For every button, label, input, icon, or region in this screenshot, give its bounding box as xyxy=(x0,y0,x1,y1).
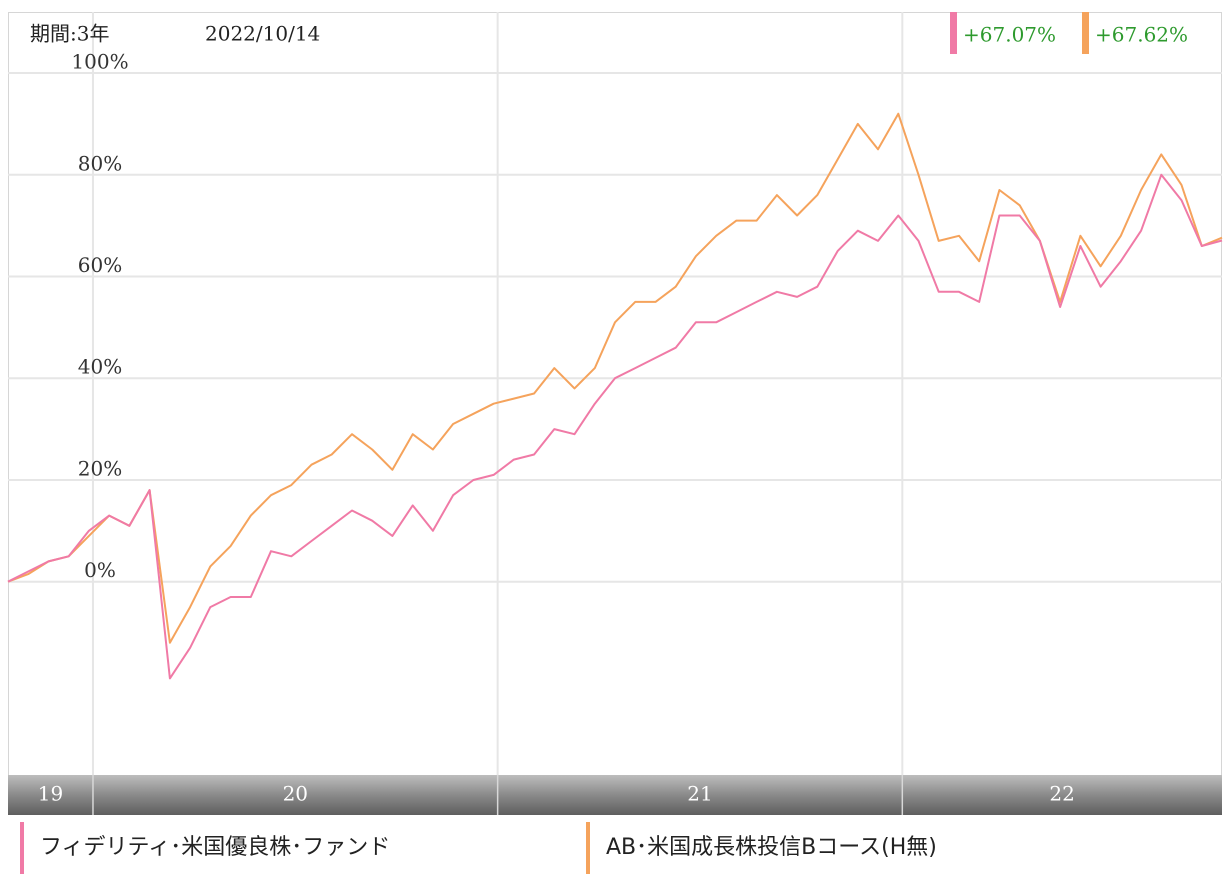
legend-swatch xyxy=(950,12,957,54)
legend-value: +67.07% xyxy=(963,23,1056,47)
x-tick-label: 22 xyxy=(1049,782,1074,806)
legend-swatch xyxy=(20,822,24,874)
series-line xyxy=(7,173,1223,680)
x-axis-band xyxy=(8,775,1222,815)
legend-label: フィデリティ･米国優良株･ファンド xyxy=(40,835,390,860)
y-tick-label: 40% xyxy=(78,355,122,379)
x-tick-label: 20 xyxy=(283,782,308,806)
x-tick-label: 21 xyxy=(687,782,712,806)
legend-value: +67.62% xyxy=(1095,23,1188,47)
legend-swatch xyxy=(586,822,590,874)
y-tick-label: 60% xyxy=(78,253,122,277)
y-tick-label: 100% xyxy=(71,50,128,74)
top-legend: +67.07% +67.62% xyxy=(950,12,1188,54)
legend-label: AB･米国成長株投信Bコース(H無) xyxy=(606,835,937,860)
y-tick-label: 0% xyxy=(84,558,116,582)
lines xyxy=(7,112,1223,680)
date-label: 2022/10/14 xyxy=(205,22,320,46)
series-line xyxy=(7,112,1223,644)
y-ticks: 0% 20% 40% 60% 80% 100% xyxy=(71,50,128,583)
x-tick-label: 19 xyxy=(38,782,63,806)
period-label: 期間:3年 xyxy=(30,22,109,46)
y-tick-label: 20% xyxy=(78,456,122,480)
x-ticks: 19 20 21 22 xyxy=(38,775,1075,815)
legend-swatch xyxy=(1082,12,1089,54)
legend: フィデリティ･米国優良株･ファンド AB･米国成長株投信Bコース(H無) xyxy=(20,822,937,874)
plot-frame xyxy=(8,12,1222,815)
y-tick-label: 80% xyxy=(78,151,122,175)
